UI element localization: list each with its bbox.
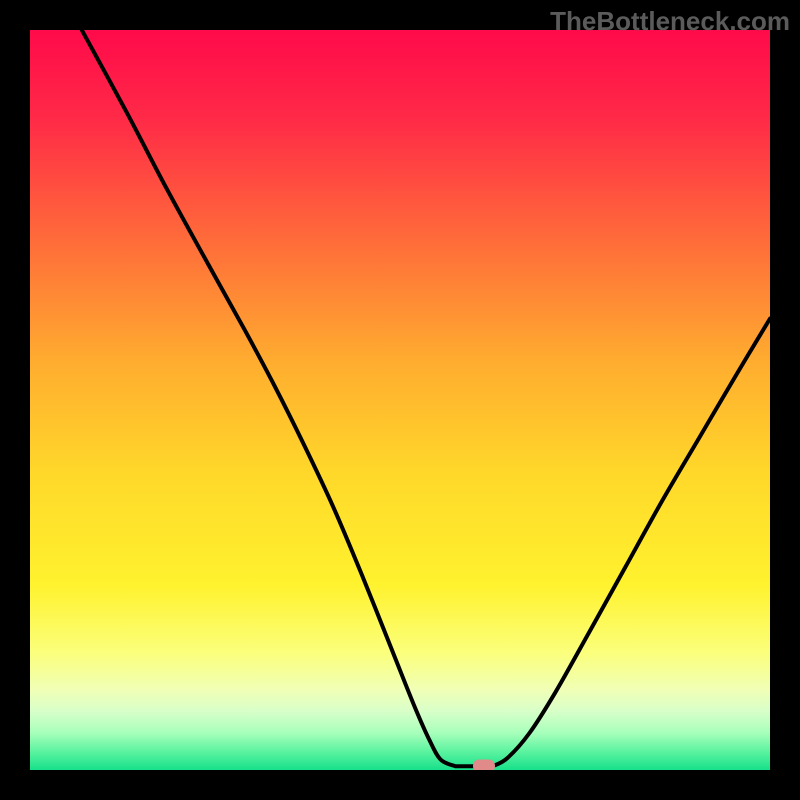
watermark-text: TheBottleneck.com bbox=[550, 6, 790, 37]
optimal-point-marker bbox=[473, 760, 495, 770]
bottleneck-curve bbox=[30, 30, 770, 770]
plot-area bbox=[30, 30, 770, 770]
